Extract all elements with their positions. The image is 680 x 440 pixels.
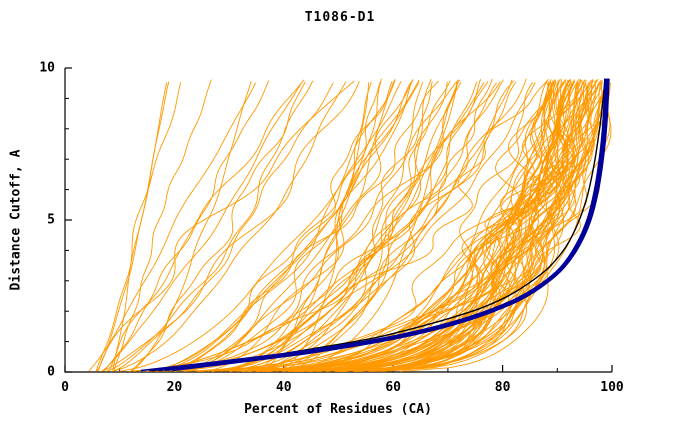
prediction-curve — [229, 82, 536, 372]
prediction-curve — [101, 82, 302, 372]
x-tick-label: 40 — [275, 380, 292, 395]
prediction-curve — [249, 81, 424, 372]
prediction-curve — [275, 82, 369, 372]
prediction-curve — [119, 80, 402, 372]
prediction-curve — [262, 82, 551, 372]
x-tick-label: 0 — [61, 380, 69, 395]
x-tick-label: 80 — [494, 380, 511, 395]
prediction-curve — [249, 81, 448, 372]
prediction-curve — [258, 82, 550, 372]
prediction-curve — [198, 81, 552, 372]
prediction-curve — [207, 82, 498, 372]
prediction-curve — [294, 81, 601, 372]
prediction-curve — [250, 81, 458, 372]
selected-model-curve — [172, 78, 610, 372]
prediction-curve — [361, 80, 554, 372]
prediction-curve — [148, 79, 504, 372]
y-tick-label: 5 — [47, 212, 55, 228]
prediction-curve — [334, 82, 609, 372]
x-tick-label: 100 — [600, 380, 624, 395]
prediction-curve — [217, 80, 451, 372]
prediction-curve — [343, 80, 583, 372]
prediction-curve — [163, 81, 489, 372]
best-model-curve — [152, 78, 606, 372]
prediction-curve — [188, 79, 414, 372]
prediction-curve — [377, 79, 561, 372]
prediction-curve — [308, 82, 589, 372]
prediction-curve — [340, 79, 602, 372]
x-tick-label: 20 — [166, 380, 183, 395]
y-axis-label: Distance Cutoff, A — [8, 149, 24, 291]
prediction-curve — [256, 81, 576, 372]
prediction-curve — [287, 80, 550, 372]
prediction-curve — [184, 82, 412, 372]
prediction-curve — [113, 82, 334, 372]
prediction-curve — [380, 80, 596, 372]
prediction-curve — [243, 78, 599, 372]
prediction-curve — [284, 82, 459, 372]
y-tick-label: 0 — [47, 364, 55, 380]
chart-title: T1086-D1 — [304, 10, 376, 25]
prediction-curve — [356, 79, 567, 372]
prediction-curve — [146, 79, 396, 372]
prediction-curve — [367, 80, 612, 372]
prediction-curve — [156, 78, 527, 372]
prediction-curve — [88, 82, 257, 372]
x-tick-label: 60 — [385, 380, 402, 395]
prediction-curve — [276, 81, 517, 372]
prediction-curve — [106, 80, 314, 372]
prediction-curve — [96, 81, 170, 372]
prediction-curve — [236, 80, 594, 372]
prediction-curve — [146, 81, 501, 372]
prediction-curve — [276, 78, 432, 372]
prediction-curve — [108, 79, 305, 372]
prediction-curve — [169, 79, 420, 372]
y-tick-label: 10 — [39, 60, 55, 76]
prediction-curve — [175, 78, 382, 372]
x-axis-label: Percent of Residues (CA) — [244, 402, 432, 417]
prediction-curve — [340, 78, 561, 372]
prediction-curve — [97, 80, 355, 372]
prediction-curve — [113, 79, 212, 372]
prediction-curve — [103, 80, 270, 372]
prediction-curve — [130, 81, 252, 372]
prediction-curve — [95, 82, 182, 372]
prediction-curve — [319, 82, 578, 372]
prediction-curve — [283, 81, 534, 372]
prediction-curve — [293, 81, 608, 372]
prediction-curve — [184, 82, 601, 372]
prediction-curve — [157, 81, 393, 372]
prediction-curve — [196, 79, 598, 372]
selected-model-curve — [148, 78, 607, 372]
prediction-curve — [211, 81, 382, 372]
prediction-curve — [400, 80, 603, 372]
prediction-curve — [112, 81, 347, 372]
prediction-curve — [207, 79, 414, 372]
prediction-curve — [155, 81, 420, 372]
prediction-curve — [166, 78, 493, 372]
prediction-curve — [190, 79, 459, 372]
